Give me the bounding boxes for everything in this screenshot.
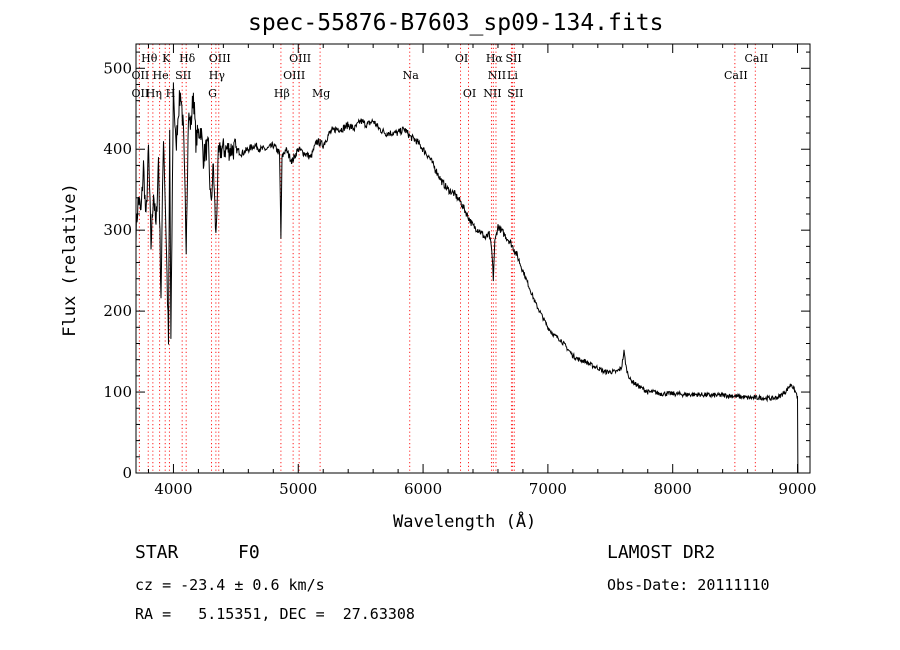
y-tick-label: 500 [103,59,132,77]
line-label: Mg [312,87,330,100]
line-label: Hδ [179,52,196,65]
x-tick-label: 4000 [154,480,192,498]
y-tick-label: 0 [122,464,132,482]
spectrum-series [135,82,799,474]
object-class: STAR [135,542,179,563]
line-label: H [166,87,176,100]
line-label: NII [488,69,506,82]
survey-name: LAMOST DR2 [607,542,716,563]
line-markers [138,44,756,473]
line-label: Hγ [209,69,226,82]
line-label: Li [507,69,518,82]
spectral-subclass: F0 [238,542,260,563]
x-tick-label: 9000 [778,480,816,498]
line-label: OII [132,69,150,82]
y-axis-label: Flux (relative) [60,183,80,337]
y-tick-label: 300 [103,221,132,239]
line-label: OI [463,87,476,100]
axes: 4000 5000 6000 7000 8000 9000 0 100 200 300 400 500 [103,43,817,498]
line-label: CaII [744,52,768,65]
spectrum-line [135,82,799,474]
line-label: SII [507,87,523,100]
ra-dec-coords: RA = 5.15351, DEC = 27.63308 [135,605,415,623]
x-tick-label: 8000 [654,480,692,498]
plot-frame [135,43,811,474]
line-label: Hα [486,52,504,65]
line-label: Hη [146,87,162,100]
obs-date: Obs-Date: 20111110 [607,576,770,594]
line-label: OIII [283,69,305,82]
redshift-cz: cz = -23.4 ± 0.6 km/s [135,576,325,594]
line-label: Hθ [141,52,158,65]
line-label: He [153,69,169,82]
x-tick-label: 5000 [279,480,317,498]
line-label: OIII [209,52,231,65]
line-label: SII [505,52,521,65]
x-tick-label: 6000 [404,480,442,498]
chart-title: spec-55876-B7603_sp09-134.fits [248,10,664,36]
line-label: K [162,52,171,65]
line-label: OIII [289,52,311,65]
line-label: SII [175,69,191,82]
x-axis-label: Wavelength (Å) [393,512,537,532]
line-label: NII [483,87,501,100]
line-label: G [208,87,217,100]
y-tick-label: 400 [103,140,132,158]
line-label: OI [455,52,468,65]
y-tick-label: 200 [103,302,132,320]
line-label: Na [403,69,420,82]
x-tick-label: 7000 [529,480,567,498]
line-label: Hβ [274,87,290,100]
y-tick-label: 100 [103,383,132,401]
line-label: CaII [724,69,748,82]
line-label: OII [132,87,150,100]
